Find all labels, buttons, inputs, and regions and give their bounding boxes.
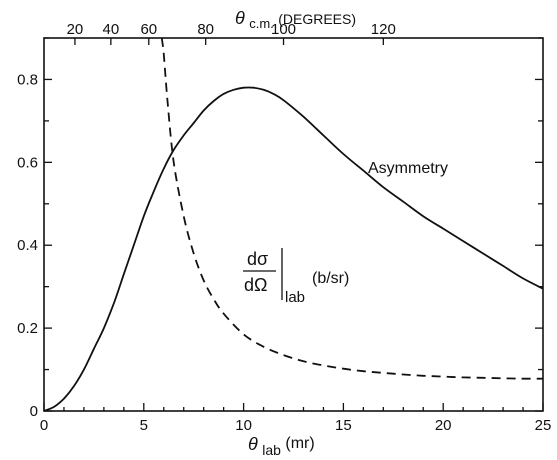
top-tick-label: 80 [197, 21, 214, 38]
asymmetry-line [43, 86, 544, 412]
x-tick-label: 25 [535, 417, 552, 434]
y-tick-label: 0.8 [17, 71, 38, 88]
xsec-numerator: dσ [247, 249, 268, 269]
x-tick-label: 0 [40, 417, 48, 434]
top-tick-label: 40 [103, 21, 120, 38]
y-tick-label: 0.6 [17, 154, 38, 171]
top-tick-label: 120 [371, 21, 396, 38]
cross-section-line [160, 37, 543, 380]
x-tick-label: 5 [140, 417, 148, 434]
cross-section-label: dσ dΩ lab (b/sr) [243, 248, 349, 306]
top-tick-label: 100 [271, 21, 296, 38]
plot-frame-group [43, 37, 544, 412]
top-axis-unit: (DEGREES) [278, 11, 356, 27]
top-axis-tick-labels: 20 40 60 80 100 120 [67, 21, 396, 38]
plot-frame [43, 37, 544, 412]
x-axis-title: θ lab (mr) [248, 434, 315, 459]
xsec-denominator: dΩ [244, 275, 267, 295]
y-tick-label: 0.4 [17, 237, 38, 254]
tick-marks [43, 37, 544, 412]
x-axis-unit: (mr) [285, 435, 314, 452]
y-tick-label: 0 [30, 403, 38, 420]
xsec-unit: (b/sr) [312, 270, 349, 287]
y-tick-labels: 0 0.2 0.4 0.6 0.8 [17, 71, 38, 420]
x-tick-label: 10 [235, 417, 252, 434]
x-axis-subscript: lab [262, 442, 281, 458]
x-tick-labels: 0 5 10 15 20 25 [40, 417, 552, 434]
top-tick-label: 60 [140, 21, 157, 38]
x-axis-symbol: θ [248, 434, 258, 454]
top-axis-title: θ c.m. (DEGREES) [235, 8, 356, 32]
y-tick-label: 0.2 [17, 320, 38, 337]
top-tick-label: 20 [67, 21, 84, 38]
series-group [43, 37, 544, 412]
x-tick-label: 15 [335, 417, 352, 434]
top-axis-symbol: θ [235, 8, 245, 28]
asymmetry-label: Asymmetry [368, 160, 448, 177]
top-axis-subscript: c.m. [249, 16, 274, 31]
x-tick-label: 20 [435, 417, 452, 434]
xsec-subscript: lab [285, 289, 305, 306]
